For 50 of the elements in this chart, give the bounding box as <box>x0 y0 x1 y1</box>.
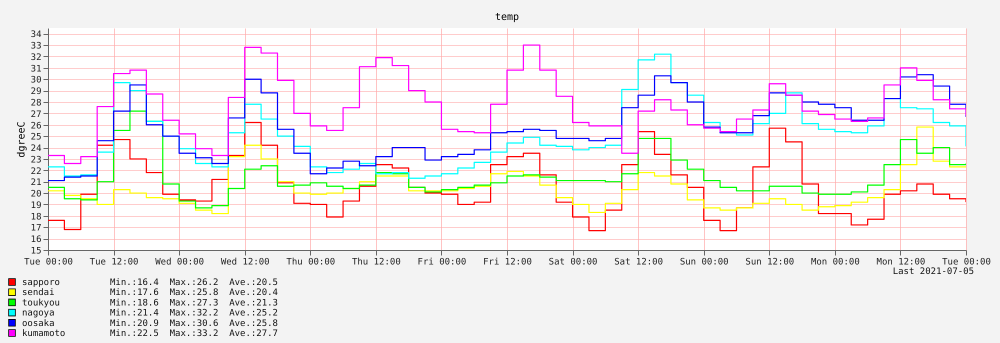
x-tick-label: Tue 12:00 <box>90 258 138 268</box>
y-tick-label: 28 <box>30 98 42 108</box>
x-tick-label: Thu 12:00 <box>352 258 401 268</box>
y-tick-label: 27 <box>30 110 42 120</box>
y-tick-label: 34 <box>30 30 42 40</box>
x-tick-label: Tue 00:00 <box>942 258 991 268</box>
y-tick-label: 15 <box>30 246 42 256</box>
x-tick-label: Sat 12:00 <box>614 258 664 268</box>
text: Min.:16.4 Max.:26.2 Ave.:20.5 <box>110 278 278 288</box>
y-tick-label: 24 <box>30 144 42 154</box>
y-tick-label: 30 <box>30 76 42 86</box>
x-tick-label: Mon 12:00 <box>876 258 926 268</box>
legend-label: kumamoto <box>22 329 66 339</box>
text: Min.:17.6 Max.:25.8 Ave.:20.4 <box>110 288 278 298</box>
text: Min.:20.9 Max.:30.6 Ave.:25.8 <box>110 318 278 329</box>
y-tick-label: 31 <box>30 64 42 74</box>
y-tick-label: 16 <box>30 235 42 246</box>
x-tick-label: Sat 00:00 <box>548 258 598 268</box>
text: Min.:22.5 Max.:33.2 Ave.:27.7 <box>110 329 278 339</box>
y-tick-label: 23 <box>30 155 42 166</box>
y-tick-label: 25 <box>30 132 42 143</box>
y-axis-title: dgreeC <box>16 121 28 158</box>
x-tick-label: Sun 00:00 <box>680 258 729 268</box>
y-tick-label: 17 <box>30 224 42 234</box>
legend-label: toukyou <box>22 298 60 308</box>
y-tick-label: 21 <box>30 178 42 188</box>
chart-title: temp <box>494 12 520 23</box>
x-tick-label: Wed 00:00 <box>155 258 204 268</box>
x-tick-label: Fri 00:00 <box>418 258 466 268</box>
text: Min.:21.4 Max.:32.2 Ave.:25.2 <box>110 308 278 319</box>
legend-label: nagoya <box>22 308 55 319</box>
x-tick-label: Tue 00:00 <box>24 258 73 268</box>
legend-label: oosaka <box>22 318 55 329</box>
y-tick-label: 20 <box>30 190 42 200</box>
y-tick-label: 26 <box>30 121 42 132</box>
legend-label: sendai <box>22 288 55 298</box>
x-tick-label: Mon 00:00 <box>810 258 860 268</box>
x-tick-label: Fri 12:00 <box>483 258 532 268</box>
y-tick-label: 18 <box>30 212 42 222</box>
y-tick-label: 22 <box>30 166 42 177</box>
x-tick-label: Thu 00:00 <box>286 258 336 268</box>
y-tick-label: 19 <box>30 200 42 211</box>
legend-label: sapporo <box>22 278 60 288</box>
text: Last 2021-07-05 <box>892 267 974 277</box>
y-tick-label: 32 <box>30 52 42 63</box>
text: Min.:18.6 Max.:27.3 Ave.:21.3 <box>110 298 278 308</box>
y-tick-label: 29 <box>30 87 42 98</box>
x-tick-label: Wed 12:00 <box>220 258 270 268</box>
y-tick-label: 33 <box>30 42 42 52</box>
x-tick-label: Sun 12:00 <box>745 258 794 268</box>
